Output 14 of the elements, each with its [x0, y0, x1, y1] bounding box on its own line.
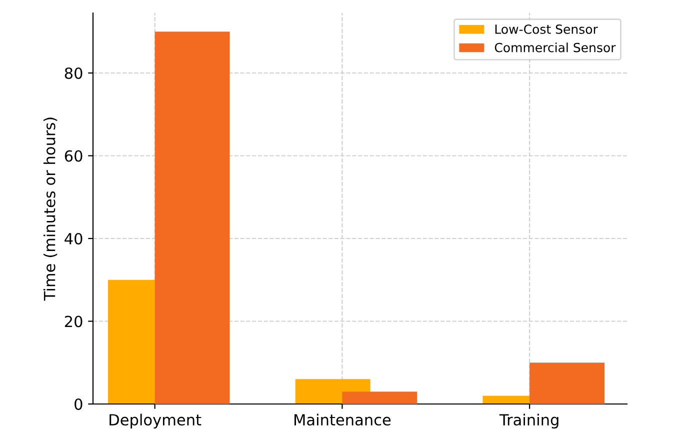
- y-tick-label: 60: [64, 150, 82, 162]
- y-tick-label: 80: [64, 67, 82, 80]
- x-tick-label: Maintenance: [294, 414, 391, 426]
- y-axis-title: Time (minutes or hours): [43, 118, 58, 301]
- x-tick-label: Deployment: [110, 414, 202, 429]
- x-tick-label: Training: [499, 414, 558, 429]
- bar: [154, 32, 230, 404]
- legend-label: Commercial Sensor: [494, 42, 616, 52]
- y-tick-label: 20: [64, 316, 82, 328]
- legend-label: Low-Cost Sensor: [495, 24, 598, 34]
- bar: [530, 362, 605, 404]
- y-tick-label: 40: [64, 232, 82, 245]
- bar: [342, 392, 418, 404]
- y-tick-label: 0: [74, 398, 82, 410]
